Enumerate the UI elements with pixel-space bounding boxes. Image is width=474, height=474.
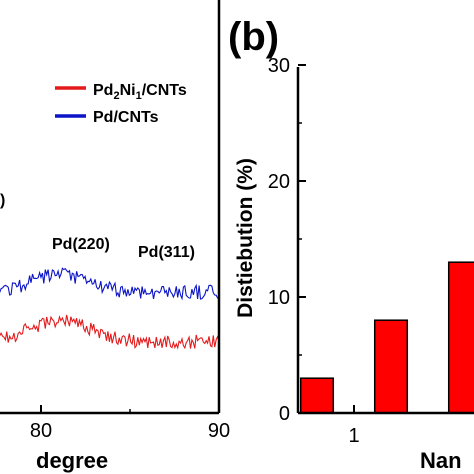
bar [299,377,335,413]
bar-series [299,261,474,413]
legend-label-pd2ni1: Pd2Ni1/CNTs [93,82,187,102]
bar-y-tick-label: 10 [268,287,290,309]
bar-y-axis-label: Distiebution (%) [234,158,257,318]
xrd-x-tick-label: 90 [208,420,230,442]
xrd-panel: 405060708090 degree Pd2Ni1/CNTs Pd/CNTs … [0,0,230,473]
xrd-x-axis-label: degree [36,448,108,473]
xrd-x-ticks: 405060708090 [30,405,230,442]
bar [373,319,409,413]
xrd-series-group [0,267,219,350]
bar-y-tick-label: 20 [268,171,290,193]
bar-x-tick-label: 1 [348,425,359,447]
xrd-line-pd [0,267,219,301]
size-distribution-panel: (b) Distiebution (%) 0 10 20 30 12 Nan [228,15,474,473]
bar-x-axis-label: Nan [420,448,462,473]
bar-y-tick-label: 30 [268,55,290,77]
xrd-line-pd2ni1 [0,314,219,350]
legend-label-pd: Pd/CNTs [93,109,159,126]
bar-y-tick-label: 0 [279,403,290,425]
peak-label-pd220: Pd(220) [52,236,110,253]
peak-label-pd311: Pd(311) [138,244,195,261]
bar-y-ticks: 0 10 20 30 [268,55,306,425]
xrd-x-tick-label: 80 [30,420,52,442]
xrd-legend: Pd2Ni1/CNTs Pd/CNTs [55,82,187,126]
panel-b-label: (b) [228,15,279,59]
peak-label-partial: ) [0,192,5,209]
bar [447,261,474,413]
bar-x-ticks: 12 [348,405,360,447]
